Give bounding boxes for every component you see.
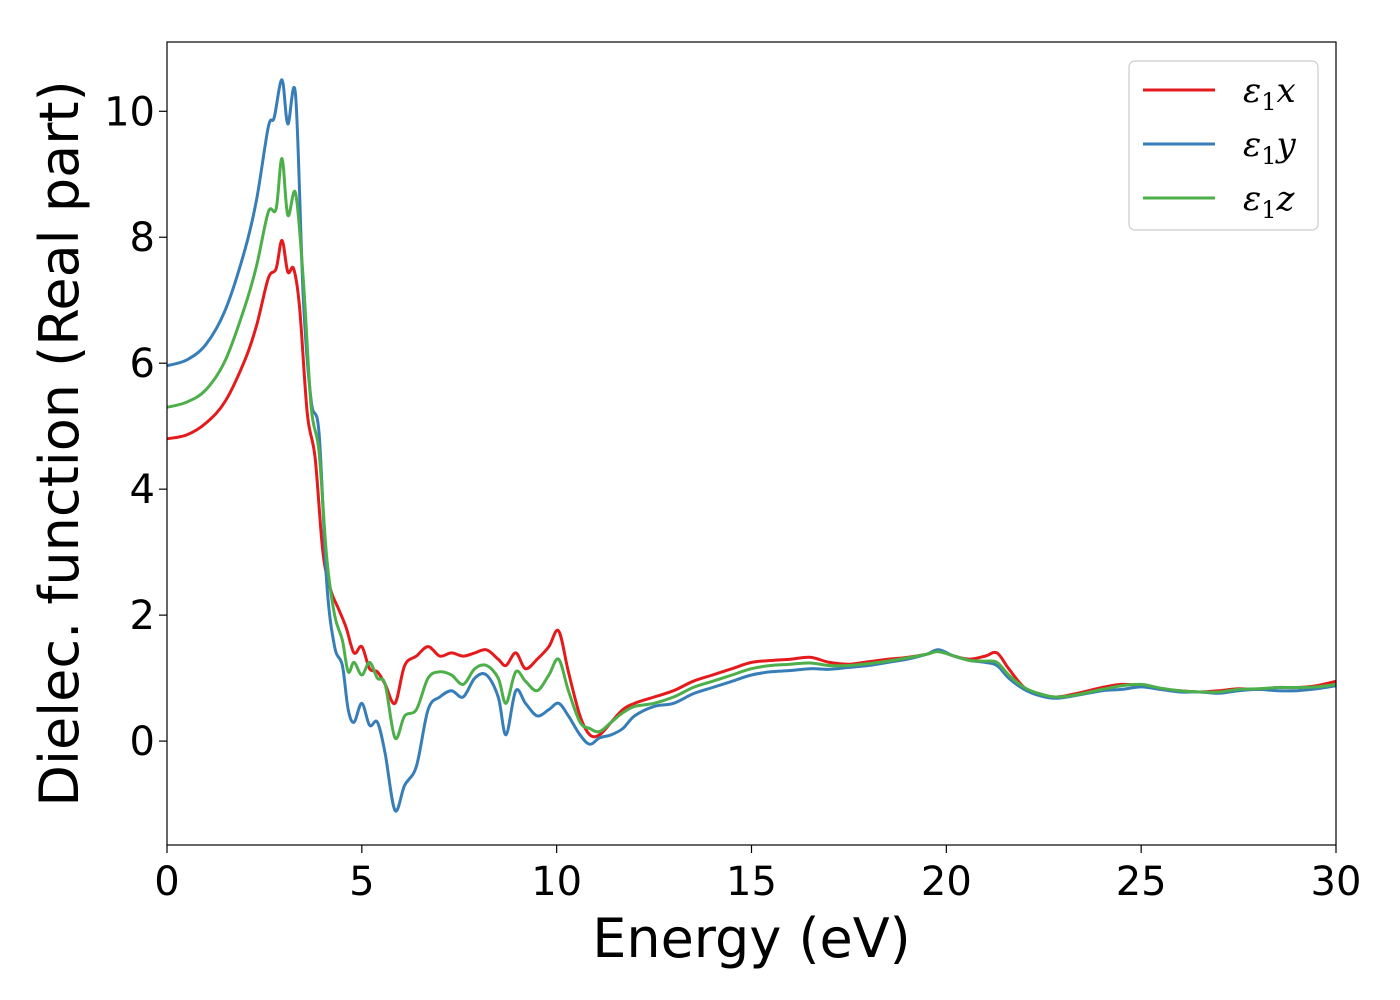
x-tick-label: 0 [154, 859, 179, 905]
y-axis-label: Dielec. function (Real part) [28, 80, 91, 806]
x-tick-label: 10 [531, 859, 582, 905]
x-axis-label: Energy (eV) [592, 907, 911, 970]
y-tick-label: 8 [130, 215, 155, 261]
x-tick-label: 20 [921, 859, 972, 905]
legend-box [1128, 60, 1319, 231]
x-tick-label: 15 [726, 859, 777, 905]
legend: ε1x ε1y ε1z [1128, 60, 1319, 231]
y-tick-label: 4 [130, 467, 155, 513]
x-tick-label: 5 [349, 859, 374, 905]
x-tick-label: 25 [1116, 859, 1167, 905]
series-line-z [167, 156, 1336, 741]
y-tick-label: 6 [130, 341, 155, 387]
x-tick-label: 30 [1311, 859, 1362, 905]
legend-label-y: ε1y [1243, 125, 1297, 170]
legend-label-x: ε1x [1243, 71, 1296, 116]
y-tick-label: 10 [104, 89, 155, 135]
plot-frame [166, 41, 1337, 846]
series-layer [167, 78, 1336, 813]
x-axis: 0 5 10 15 20 25 30 [154, 845, 1361, 905]
y-axis: 0 2 4 6 8 10 [104, 89, 167, 765]
legend-label-z: ε1z [1243, 179, 1296, 224]
y-tick-label: 2 [130, 593, 155, 639]
y-tick-label: 0 [130, 719, 155, 765]
